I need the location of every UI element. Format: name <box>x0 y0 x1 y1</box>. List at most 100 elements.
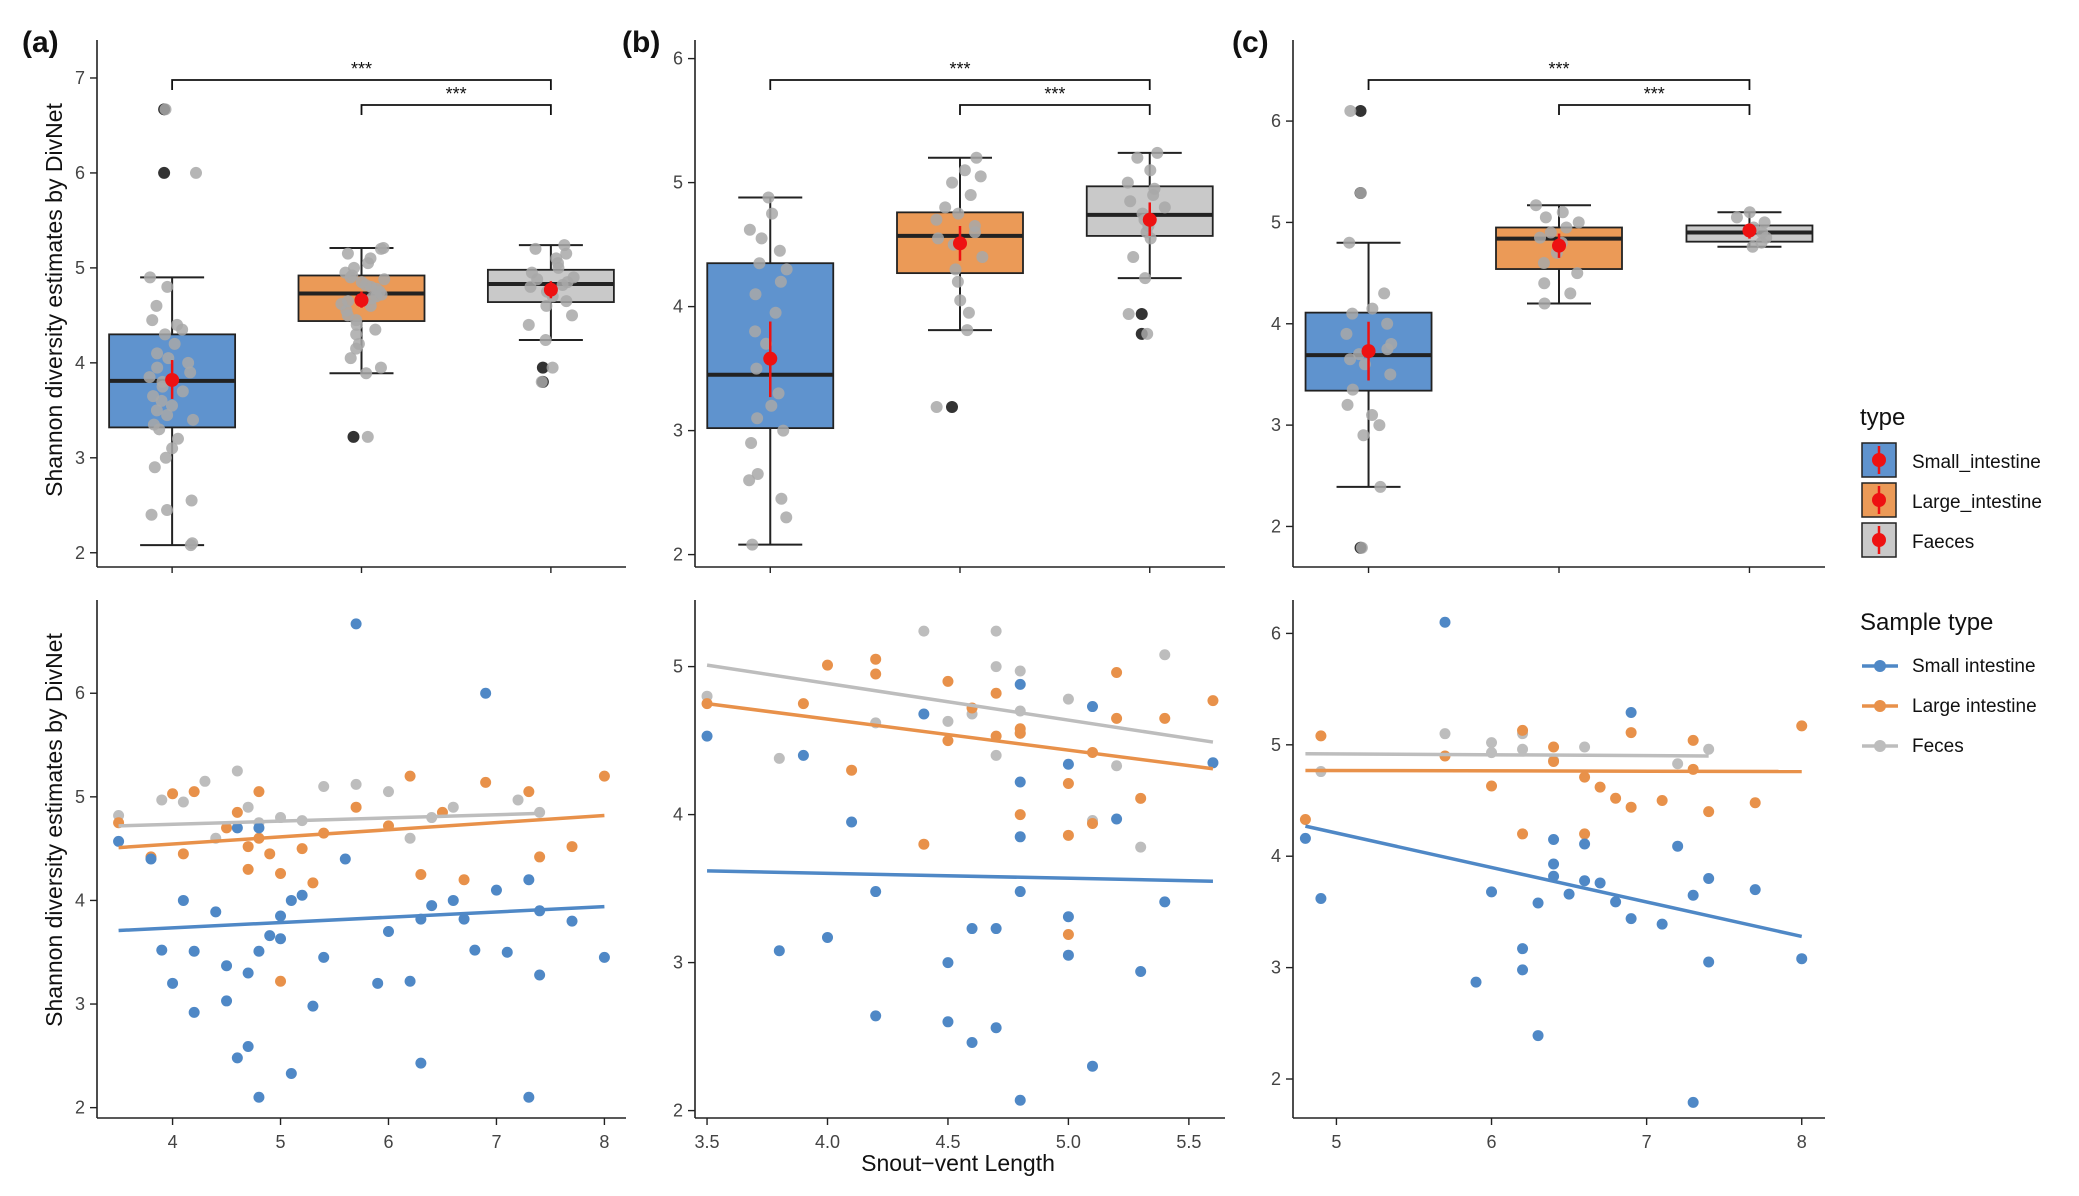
significance-label: *** <box>949 59 970 79</box>
jitter-point <box>1730 211 1743 224</box>
scatter-point-small-intestine <box>1517 943 1529 955</box>
jitter-point <box>772 387 785 400</box>
significance-label: *** <box>1644 84 1665 104</box>
significance-label: *** <box>351 59 372 79</box>
scatter-point-feces <box>990 749 1002 761</box>
jitter-point <box>1357 429 1370 442</box>
mean-point <box>165 372 180 387</box>
jitter-point <box>765 399 778 412</box>
scatter-point-feces <box>1672 758 1684 770</box>
jitter-point <box>145 508 158 521</box>
scatter-point-large-intestine <box>990 687 1002 699</box>
box-b-y-tick-label: 4 <box>673 297 683 317</box>
scatter-a-x-tick-label: 7 <box>491 1132 501 1152</box>
scatter-b-y-tick-label: 3 <box>673 953 683 973</box>
jitter-point <box>1127 251 1140 263</box>
outlier-point <box>347 430 360 443</box>
scatter-b-x-tick-label: 4.5 <box>935 1132 960 1152</box>
jitter-point <box>949 263 962 276</box>
jitter-point <box>1556 206 1569 219</box>
legend-type-label-large: Large_intestine <box>1912 492 2042 513</box>
jitter-point <box>962 306 975 319</box>
scatter-point-large-intestine <box>253 786 265 798</box>
scatter-point-small-intestine <box>797 749 809 761</box>
jitter-point <box>529 242 542 255</box>
jitter-point <box>930 213 943 226</box>
scatter-point-large-intestine <box>1687 734 1699 746</box>
scatter-c-y-tick-label: 5 <box>1271 735 1281 755</box>
scatter-point-large-intestine <box>1517 828 1529 840</box>
scatter-point-small-intestine <box>1625 913 1637 925</box>
scatter-point-large-intestine <box>242 863 254 875</box>
mean-point <box>354 293 369 308</box>
scatter-point-feces <box>942 715 954 727</box>
scatter-point-large-intestine <box>1625 801 1637 813</box>
jitter-point <box>954 294 967 307</box>
box-a-y-tick-label: 4 <box>75 353 85 373</box>
jitter-point <box>743 223 756 236</box>
significance-bracket <box>360 104 552 115</box>
legend-type-label-small: Small_intestine <box>1912 452 2041 473</box>
scatter-point-large-intestine <box>1207 695 1219 707</box>
scatter-point-small-intestine <box>231 1052 243 1064</box>
scatter-point-feces <box>1111 760 1123 772</box>
jitter-point <box>377 241 390 254</box>
scatter-point-small-intestine <box>1486 886 1498 898</box>
scatter-a-y-tick-label: 2 <box>75 1098 85 1118</box>
scatter-point-large-intestine <box>404 770 416 782</box>
scatter-point-small-intestine <box>156 944 168 956</box>
jitter-point <box>546 361 559 374</box>
jitter-point <box>148 461 161 474</box>
scatter-point-small-intestine <box>188 1006 200 1018</box>
mean-point <box>1552 238 1566 253</box>
scatter-point-large-intestine <box>296 843 308 855</box>
scatter-point-small-intestine <box>372 977 384 989</box>
scatter-point-large-intestine <box>1062 928 1074 940</box>
scatter-c-x-tick-label: 7 <box>1642 1132 1652 1152</box>
jitter-point <box>1539 211 1552 224</box>
scatter-point-small-intestine <box>523 1091 535 1103</box>
scatter-b-x-tick-label: 5.0 <box>1056 1132 1081 1152</box>
scatter-point-small-intestine <box>231 822 243 834</box>
trend-line-large-intestine <box>118 813 605 850</box>
scatter-point-small-intestine <box>1672 840 1684 852</box>
box-c-y-tick-label: 6 <box>1271 111 1281 131</box>
jitter-point <box>171 318 184 331</box>
scatter-point-small-intestine <box>480 687 492 699</box>
jitter-point <box>1346 383 1359 396</box>
jitter-point <box>168 337 181 350</box>
panel-label-a: (a) <box>22 26 59 59</box>
significance-bracket <box>959 104 1151 115</box>
scatter-point-large-intestine <box>458 874 470 886</box>
scatter-c-x-tick-label: 5 <box>1331 1132 1341 1152</box>
scatter-point-small-intestine <box>1703 872 1715 884</box>
trend-line-small-intestine <box>118 904 605 933</box>
scatter-point-large-intestine <box>415 869 427 881</box>
jitter-point <box>1366 408 1379 421</box>
scatter-point-feces <box>242 801 254 813</box>
scatter-point-small-intestine <box>1579 838 1591 850</box>
scatter-point-small-intestine <box>1563 888 1575 900</box>
scatter-point-small-intestine <box>1687 1096 1699 1108</box>
legend-sample-label-large: Large intestine <box>1912 696 2037 717</box>
jitter-point <box>775 492 788 505</box>
scatter-point-feces <box>350 778 362 790</box>
jitter-point <box>1373 419 1386 432</box>
jitter-point <box>184 366 197 379</box>
trend-line-feces <box>118 811 540 828</box>
significance-label: *** <box>1044 84 1065 104</box>
jitter-point <box>1354 187 1367 200</box>
trend-line-large-intestine <box>1305 768 1802 774</box>
jitter-point <box>361 430 374 443</box>
mean-point <box>953 236 967 251</box>
legend-type-title: type <box>1860 404 1905 431</box>
scatter-point-large-intestine <box>870 668 882 680</box>
jitter-point <box>352 337 365 350</box>
scatter-point-feces <box>318 780 330 792</box>
scatter-point-small-intestine <box>221 960 233 972</box>
scatter-point-small-intestine <box>469 944 481 956</box>
scatter-point-large-intestine <box>822 659 833 671</box>
legend-type-key-mean <box>1872 453 1886 467</box>
scatter-point-small-intestine <box>1014 886 1026 898</box>
